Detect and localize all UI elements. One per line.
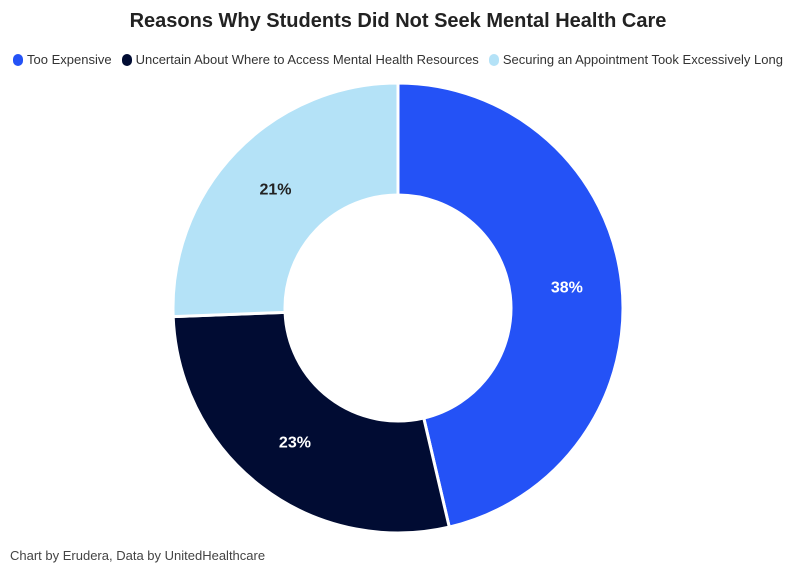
donut-slice-0[interactable] [396, 81, 625, 529]
donut-chart: 38% 23% 21% [171, 81, 625, 535]
legend-label-appointment-long: Securing an Appointment Took Excessively… [502, 52, 783, 67]
legend-item-appointment-long[interactable]: Securing an Appointment Took Excessively… [488, 52, 783, 67]
donut-slice-1[interactable] [171, 310, 451, 535]
legend-label-uncertain-access: Uncertain About Where to Access Mental H… [135, 52, 479, 67]
legend-label-too-expensive: Too Expensive [27, 52, 112, 67]
slice-value-label-2: 21% [259, 181, 291, 198]
legend-swatch-appointment-long [488, 53, 499, 66]
legend-swatch-too-expensive [13, 53, 24, 66]
chart-legend: Too Expensive Uncertain About Where to A… [0, 52, 796, 67]
chart-credit: Chart by Erudera, Data by UnitedHealthca… [10, 548, 266, 563]
legend-item-too-expensive[interactable]: Too Expensive [13, 52, 112, 67]
slice-value-label-1: 23% [279, 434, 311, 451]
legend-swatch-uncertain-access [121, 53, 132, 66]
slice-value-label-0: 38% [551, 280, 583, 297]
legend-item-uncertain-access[interactable]: Uncertain About Where to Access Mental H… [121, 52, 479, 67]
donut-slice-2[interactable] [171, 81, 400, 319]
chart-title: Reasons Why Students Did Not Seek Mental… [129, 10, 667, 32]
